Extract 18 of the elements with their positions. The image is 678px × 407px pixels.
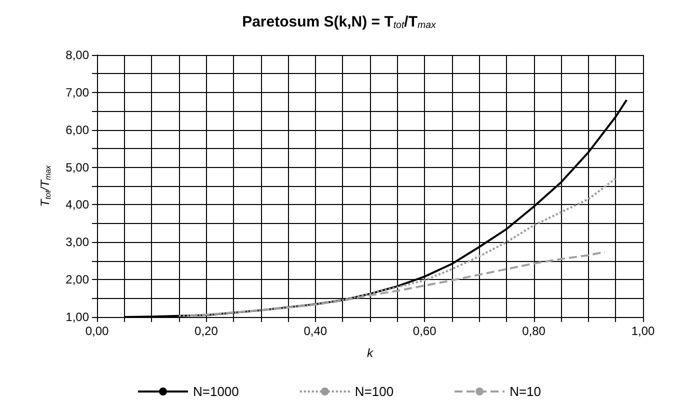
x-tick-label: 0,00 (85, 324, 109, 338)
legend-label: N=1000 (192, 384, 239, 399)
x-tick-label: 0,20 (194, 324, 218, 338)
y-tick-label: 8,00 (66, 48, 90, 62)
y-tick-label: 2,00 (66, 272, 90, 287)
legend-label: N=100 (354, 384, 394, 399)
y-tick-label: 4,00 (66, 198, 90, 212)
y-tick-label: 7,00 (66, 85, 90, 100)
y-tick-label: 1,00 (66, 310, 90, 324)
x-axis-title: k (367, 346, 374, 360)
y-tick-label: 3,00 (66, 235, 90, 250)
x-tick-label: 1,00 (631, 324, 655, 338)
x-tick-label: 0,40 (304, 324, 328, 338)
x-tick-label: 0,60 (412, 324, 437, 338)
legend-label: N=10 (510, 384, 542, 399)
y-tick-label: 6,00 (66, 122, 90, 137)
y-tick-label: 5,00 (66, 160, 90, 174)
x-tick-label: 0,80 (522, 324, 546, 338)
